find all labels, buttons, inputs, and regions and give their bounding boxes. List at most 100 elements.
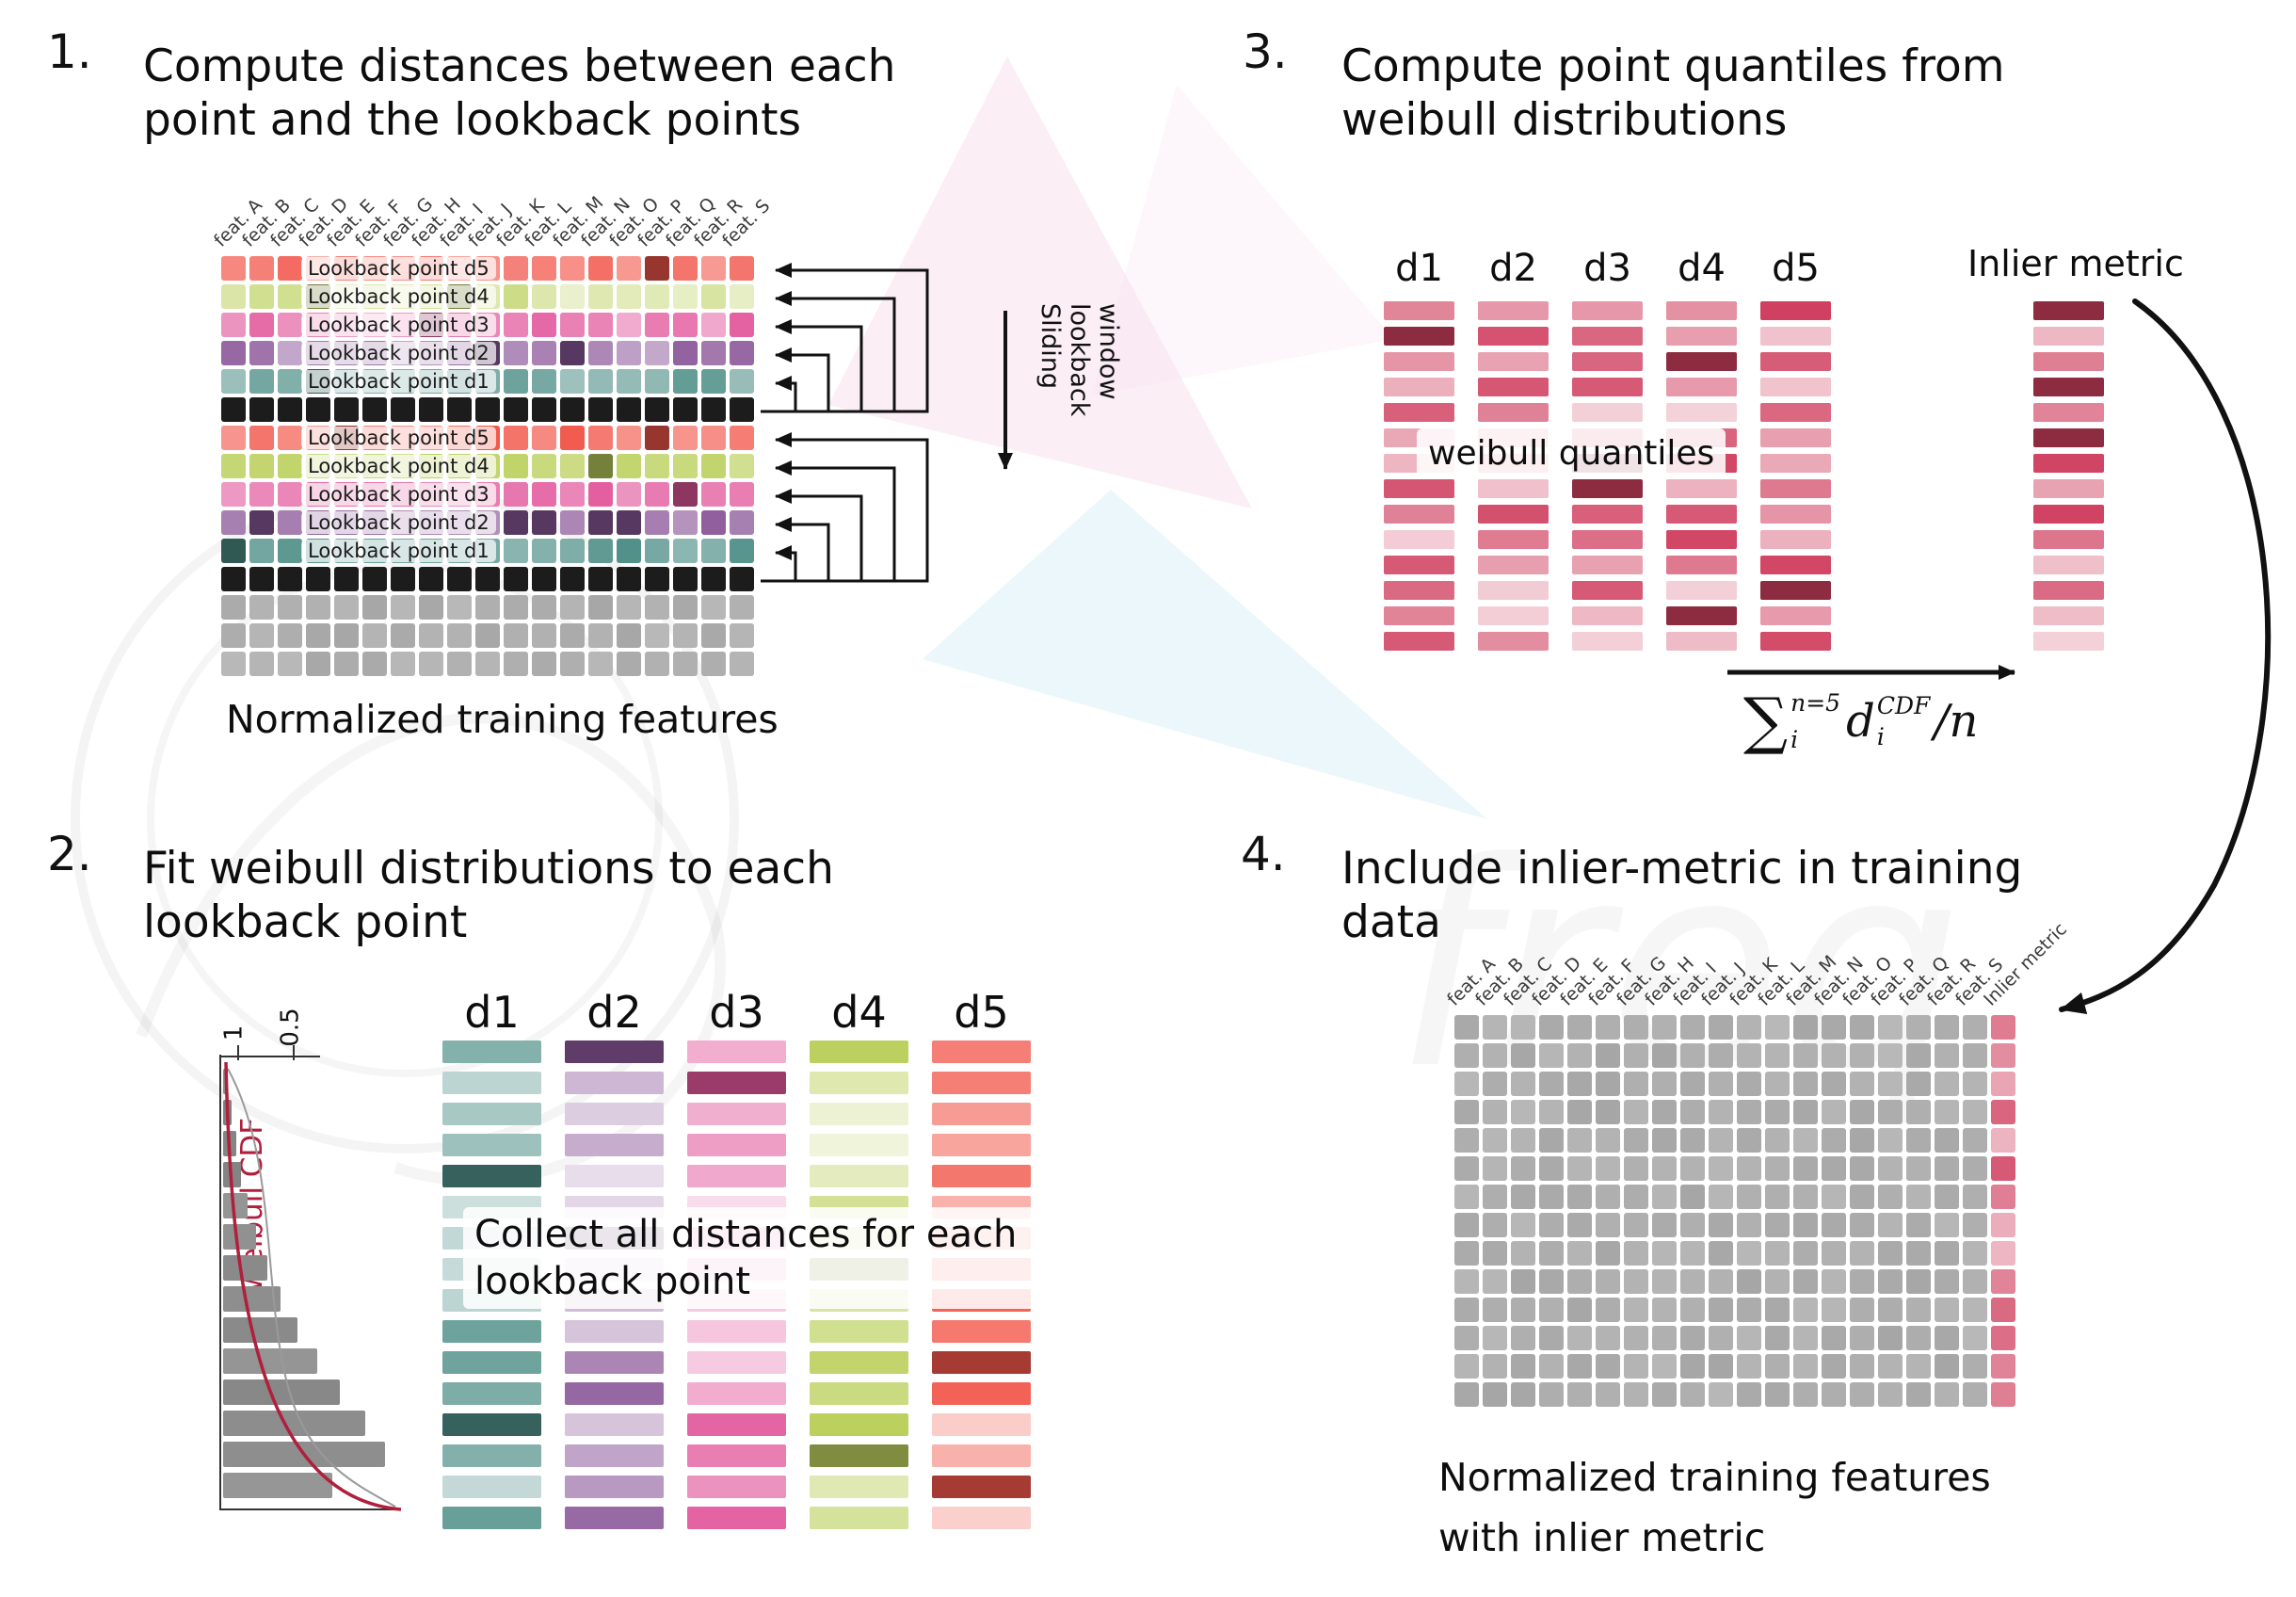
grid-cell bbox=[560, 510, 585, 535]
distance-bar bbox=[932, 1351, 1031, 1374]
quantile-bar bbox=[1384, 556, 1454, 574]
grid-cell bbox=[1737, 1382, 1761, 1407]
quantile-bar bbox=[1384, 403, 1454, 422]
grid-cell bbox=[1878, 1354, 1903, 1379]
grid-cell bbox=[1850, 1156, 1874, 1181]
grid-cell bbox=[504, 284, 528, 309]
grid-cell bbox=[617, 595, 641, 620]
grid-cell bbox=[1483, 1241, 1507, 1266]
grid-cell bbox=[1906, 1241, 1931, 1266]
grid-cell bbox=[1483, 1382, 1507, 1407]
grid-cell bbox=[701, 652, 726, 676]
grid-cell bbox=[560, 397, 585, 422]
quantile-bar bbox=[1384, 327, 1454, 346]
grid-cell bbox=[532, 510, 556, 535]
grid-cell bbox=[1963, 1015, 1987, 1040]
grid-cell bbox=[1765, 1185, 1790, 1209]
grid-cell bbox=[504, 454, 528, 478]
grid-cell bbox=[1567, 1241, 1592, 1266]
grid-cell bbox=[1737, 1015, 1761, 1040]
grid-cell bbox=[504, 595, 528, 620]
grid-cell bbox=[1567, 1269, 1592, 1294]
grid-cell bbox=[1793, 1241, 1818, 1266]
inlier-bar bbox=[2033, 556, 2104, 574]
grid-cell bbox=[1567, 1382, 1592, 1407]
grid-cell bbox=[306, 595, 330, 620]
grid-cell bbox=[278, 510, 302, 535]
inlier-metric-header: Inlier metric bbox=[1967, 243, 2184, 284]
distance-bar bbox=[442, 1444, 541, 1467]
distance-bar bbox=[810, 1476, 908, 1498]
grid-cell bbox=[1793, 1100, 1818, 1124]
grid-cell bbox=[1822, 1241, 1846, 1266]
grid-cell bbox=[1680, 1382, 1705, 1407]
grid-cell bbox=[1624, 1241, 1648, 1266]
grid-cell bbox=[617, 567, 641, 591]
grid-cell bbox=[1935, 1015, 1959, 1040]
grid-cell bbox=[1793, 1298, 1818, 1322]
grid-cell bbox=[617, 369, 641, 394]
histogram-bar bbox=[223, 1411, 365, 1436]
grid-cell bbox=[1539, 1015, 1564, 1040]
lookback-label: Lookback point d3 bbox=[301, 483, 496, 506]
quantile-bar bbox=[1666, 606, 1737, 625]
quantile-bar bbox=[1572, 479, 1643, 498]
distance-bar bbox=[687, 1320, 786, 1343]
inlier-bar bbox=[2033, 454, 2104, 473]
grid-cell bbox=[278, 256, 302, 281]
grid-cell bbox=[1906, 1185, 1931, 1209]
grid-cell bbox=[278, 284, 302, 309]
panel1-title-line2: point and the lookback points bbox=[143, 94, 802, 147]
grid-cell bbox=[1454, 1015, 1479, 1040]
distance-bar bbox=[810, 1413, 908, 1436]
grid-cell bbox=[1680, 1326, 1705, 1350]
grid-cell bbox=[475, 595, 500, 620]
quantile-bar bbox=[1572, 505, 1643, 524]
grid-cell bbox=[419, 623, 443, 648]
axis-tick-1: 1 bbox=[219, 1024, 249, 1041]
grid-cell bbox=[1454, 1156, 1479, 1181]
grid-cell bbox=[1765, 1128, 1790, 1153]
grid-cell bbox=[1709, 1382, 1733, 1407]
panel2-number: 2. bbox=[47, 827, 92, 881]
distance-bar bbox=[442, 1072, 541, 1094]
distance-bar bbox=[687, 1134, 786, 1156]
grid-cell bbox=[701, 426, 726, 450]
grid-cell bbox=[221, 369, 246, 394]
inlier-bar bbox=[2033, 479, 2104, 498]
distance-bar bbox=[687, 1476, 786, 1498]
lookback-label: Lookback point d1 bbox=[301, 370, 496, 393]
grid-cell bbox=[1539, 1185, 1564, 1209]
lookback-label: Lookback point d5 bbox=[301, 427, 496, 449]
grid-cell bbox=[1822, 1100, 1846, 1124]
grid-cell bbox=[1624, 1043, 1648, 1068]
panel4-title: Include inlier-metric in training data bbox=[1341, 842, 2022, 950]
grid-cell bbox=[1765, 1015, 1790, 1040]
grid-cell bbox=[1483, 1128, 1507, 1153]
grid-cell bbox=[730, 256, 754, 281]
grid-cell bbox=[1596, 1072, 1620, 1096]
grid-cell bbox=[1793, 1128, 1818, 1153]
histogram-bar bbox=[223, 1286, 281, 1312]
panel2-title-line1: Fit weibull distributions to each bbox=[143, 843, 834, 895]
quantile-header: d5 bbox=[1772, 247, 1820, 290]
grid-cell bbox=[1567, 1354, 1592, 1379]
grid-cell bbox=[1737, 1298, 1761, 1322]
grid-cell bbox=[1878, 1241, 1903, 1266]
quantile-bar bbox=[1760, 352, 1831, 371]
grid-cell bbox=[617, 341, 641, 365]
grid-cell bbox=[1963, 1043, 1987, 1068]
grid-cell bbox=[391, 397, 415, 422]
quantile-bar bbox=[1572, 556, 1643, 574]
distance-bar bbox=[810, 1320, 908, 1343]
grid-cell bbox=[1793, 1043, 1818, 1068]
grid-cell bbox=[249, 652, 274, 676]
grid-cell bbox=[532, 454, 556, 478]
grid-cell bbox=[1850, 1326, 1874, 1350]
panel4-title-line1: Include inlier-metric in training bbox=[1341, 843, 2023, 895]
grid-cell bbox=[673, 284, 698, 309]
grid-cell bbox=[1624, 1326, 1648, 1350]
grid-cell bbox=[334, 567, 359, 591]
inlier-cell bbox=[1991, 1382, 2015, 1407]
